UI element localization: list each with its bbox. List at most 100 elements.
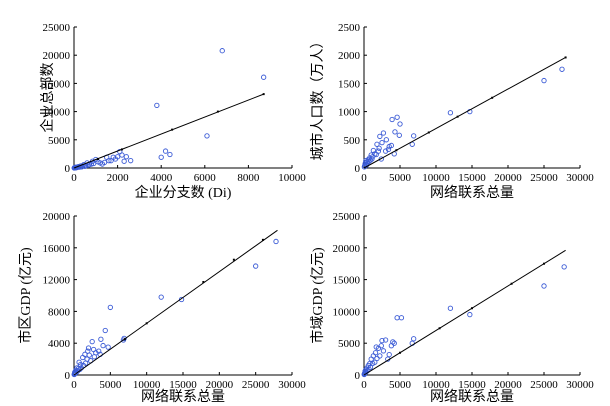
x-tick-label: 4000 bbox=[150, 172, 173, 184]
data-point bbox=[380, 130, 387, 136]
data-point bbox=[394, 315, 400, 321]
data-point bbox=[368, 356, 374, 362]
y-tick-label: 20000 bbox=[43, 211, 71, 223]
data-point bbox=[382, 337, 389, 343]
data-point bbox=[447, 305, 454, 311]
y-tick-label: 20000 bbox=[43, 50, 71, 62]
y-axis-label: 市区GDP (亿元) bbox=[17, 247, 34, 344]
data-point bbox=[541, 77, 547, 84]
data-point bbox=[71, 371, 77, 378]
data-point bbox=[392, 129, 398, 135]
data-point bbox=[447, 110, 454, 116]
x-tick-label: 5000 bbox=[99, 379, 122, 391]
data-point bbox=[368, 152, 374, 158]
x-tick-label: 25000 bbox=[242, 379, 270, 391]
data-point bbox=[158, 294, 164, 300]
fit-line bbox=[73, 229, 278, 376]
y-tick-label: 25000 bbox=[43, 22, 71, 34]
data-point bbox=[100, 342, 106, 349]
fit-line-marker bbox=[564, 56, 567, 59]
data-point bbox=[106, 158, 112, 164]
fit-line-marker bbox=[171, 128, 174, 131]
fit-line-marker bbox=[438, 327, 441, 330]
y-tick-label: 5000 bbox=[48, 135, 71, 147]
data-point bbox=[123, 154, 129, 160]
x-tick-label: 30000 bbox=[566, 172, 594, 184]
data-point bbox=[362, 368, 368, 374]
x-tick-label: 0 bbox=[361, 379, 367, 391]
fit-line-marker bbox=[471, 307, 473, 310]
y-tick-label: 2500 bbox=[338, 22, 361, 34]
x-tick-label: 0 bbox=[71, 379, 77, 391]
data-point bbox=[362, 161, 368, 167]
data-point bbox=[76, 359, 82, 365]
data-point bbox=[90, 346, 97, 353]
data-point bbox=[107, 304, 113, 311]
data-point bbox=[128, 158, 134, 164]
y-axis-label: 城市人口数（万人） bbox=[309, 35, 326, 161]
fit-line bbox=[73, 93, 264, 169]
x-axis-label: 网络联系总量 bbox=[141, 389, 225, 405]
x-tick-label: 20000 bbox=[494, 172, 522, 184]
data-point bbox=[105, 344, 111, 350]
y-tick-label: 1000 bbox=[338, 107, 361, 119]
data-point bbox=[261, 74, 267, 80]
x-axis-label: 企业分支数 (Di) bbox=[135, 184, 232, 201]
data-point bbox=[377, 133, 383, 140]
fit-line-marker bbox=[510, 282, 513, 285]
y-tick-label: 25000 bbox=[333, 211, 361, 223]
y-tick-label: 0 bbox=[65, 370, 71, 382]
fit-line-marker bbox=[216, 110, 219, 113]
x-tick-label: 15000 bbox=[458, 172, 486, 184]
data-point bbox=[389, 116, 395, 123]
y-tick-label: 500 bbox=[344, 135, 361, 147]
data-point bbox=[253, 263, 259, 269]
x-tick-label: 20000 bbox=[206, 379, 234, 391]
data-point bbox=[377, 353, 383, 359]
data-point bbox=[162, 148, 169, 154]
data-point bbox=[379, 338, 385, 344]
data-point bbox=[121, 158, 127, 164]
data-point bbox=[388, 343, 395, 349]
data-point bbox=[394, 114, 400, 120]
x-tick-label: 0 bbox=[71, 172, 77, 184]
data-point bbox=[158, 154, 164, 160]
fit-line-marker bbox=[261, 238, 264, 241]
data-point bbox=[397, 121, 403, 127]
data-point bbox=[71, 165, 77, 171]
data-point bbox=[386, 351, 392, 358]
y-tick-label: 1500 bbox=[338, 78, 361, 90]
data-point bbox=[108, 158, 114, 164]
y-tick-label: 10000 bbox=[43, 107, 71, 119]
fit-line-marker bbox=[262, 93, 265, 96]
data-point bbox=[380, 348, 387, 354]
y-axis-label: 市域GDP (亿元) bbox=[309, 247, 326, 344]
x-tick-label: 25000 bbox=[530, 172, 558, 184]
x-tick-label: 10000 bbox=[422, 172, 450, 184]
y-tick-label: 10000 bbox=[333, 306, 361, 318]
data-point bbox=[98, 336, 104, 342]
fit-line-marker bbox=[145, 322, 148, 325]
fit-line-marker bbox=[96, 157, 99, 160]
fit-line-marker bbox=[399, 351, 401, 354]
y-tick-label: 15000 bbox=[43, 78, 71, 90]
fit-line bbox=[363, 57, 566, 169]
data-point bbox=[541, 283, 547, 289]
data-point bbox=[373, 344, 379, 350]
data-point bbox=[273, 238, 279, 245]
data-point bbox=[102, 327, 108, 334]
x-tick-label: 2000 bbox=[107, 172, 130, 184]
data-point bbox=[361, 371, 367, 378]
data-point bbox=[204, 133, 210, 139]
y-tick-label: 4000 bbox=[48, 338, 71, 350]
fit-line-marker bbox=[120, 148, 123, 151]
data-point bbox=[561, 264, 567, 270]
x-tick-label: 15000 bbox=[169, 379, 197, 391]
y-tick-label: 8000 bbox=[48, 306, 71, 318]
x-tick-label: 30000 bbox=[278, 379, 306, 391]
fit-line-marker bbox=[123, 338, 126, 341]
x-tick-label: 0 bbox=[361, 172, 367, 184]
data-point bbox=[467, 311, 473, 318]
fit-line-marker bbox=[232, 258, 235, 261]
